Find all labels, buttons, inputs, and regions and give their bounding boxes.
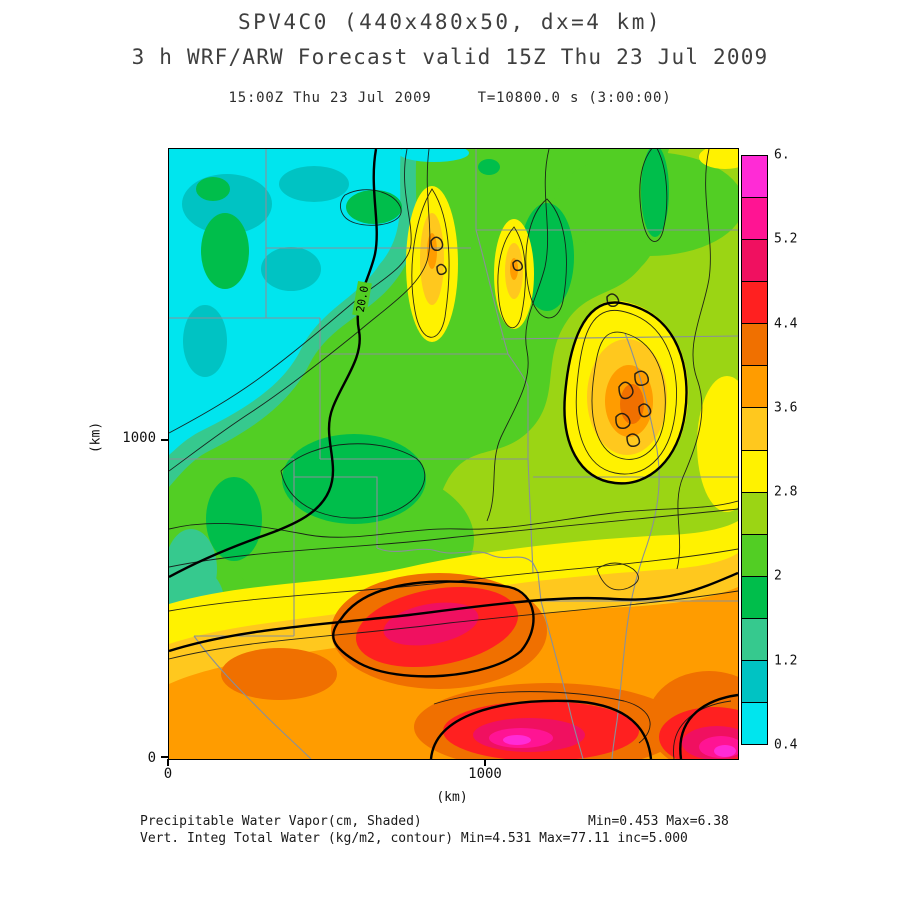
colorbar-cell bbox=[742, 576, 767, 619]
colorbar-tick-label: 0.4 bbox=[774, 737, 798, 753]
plot-title: SPV4C0 (440x480x50, dx=4 km) bbox=[237, 10, 662, 34]
x-tick-label-0: 0 bbox=[163, 766, 173, 782]
colorbar-tick-label: 2.8 bbox=[774, 484, 798, 500]
caption-shaded-field: Precipitable Water Vapor(cm, Shaded) bbox=[140, 814, 422, 829]
colorbar-cell bbox=[742, 366, 767, 409]
y-tick-label-0: 0 bbox=[147, 750, 156, 766]
y-tick-label-1000: 1000 bbox=[122, 430, 156, 446]
colorbar-tick-label: 3.6 bbox=[774, 400, 798, 416]
thick-contour-lines bbox=[169, 149, 738, 759]
colorbar-cell bbox=[742, 618, 767, 661]
colorbar bbox=[741, 155, 768, 745]
plot-subtitle: 3 h WRF/ARW Forecast valid 15Z Thu 23 Ju… bbox=[131, 45, 769, 69]
colorbar-cell bbox=[742, 408, 767, 451]
caption-contour-field: Vert. Integ Total Water (kg/m2, contour)… bbox=[140, 831, 688, 846]
colorbar-tick-label: 5.2 bbox=[774, 231, 798, 247]
contour-value-label: 20.0 bbox=[352, 281, 372, 317]
colorbar-cell bbox=[742, 240, 767, 283]
colorbar-cell bbox=[742, 198, 767, 241]
colorbar-cell bbox=[742, 660, 767, 704]
contour-map: 20.0 bbox=[169, 149, 738, 759]
colorbar-cell bbox=[742, 450, 767, 493]
x-axis-tick-1000 bbox=[484, 759, 486, 766]
x-axis-label: (km) bbox=[436, 790, 468, 805]
colorbar-labels: 6. 5.2 4.4 3.6 2.8 2 1.2 0.4 bbox=[774, 148, 824, 753]
x-axis-tick-0 bbox=[167, 759, 169, 766]
pw-shaded-field bbox=[169, 149, 738, 759]
y-axis-label: (km) bbox=[88, 421, 104, 454]
colorbar-cell bbox=[742, 703, 767, 745]
colorbar-cell bbox=[742, 534, 767, 577]
colorbar-cell bbox=[742, 492, 767, 535]
map-plot-frame: 20.0 bbox=[168, 148, 739, 760]
colorbar-cell bbox=[742, 282, 767, 325]
colorbar-cell bbox=[742, 324, 767, 367]
valid-time-line: 15:00Z Thu 23 Jul 2009 T=10800.0 s (3:00… bbox=[228, 90, 672, 106]
caption-shaded-minmax: Min=0.453 Max=6.38 bbox=[588, 814, 729, 829]
x-tick-label-1000: 1000 bbox=[468, 766, 502, 782]
y-axis-tick-1000 bbox=[161, 439, 168, 441]
y-axis-tick-0 bbox=[161, 756, 168, 758]
state-borders bbox=[169, 149, 738, 759]
colorbar-tick-label: 4.4 bbox=[774, 316, 798, 332]
contour-label-text: 20.0 bbox=[354, 285, 371, 313]
colorbar-cell bbox=[742, 156, 767, 199]
colorbar-tick-label: 2 bbox=[774, 568, 782, 584]
colorbar-tick-label: 1.2 bbox=[774, 653, 798, 669]
colorbar-tick-label: 6. bbox=[774, 147, 790, 163]
